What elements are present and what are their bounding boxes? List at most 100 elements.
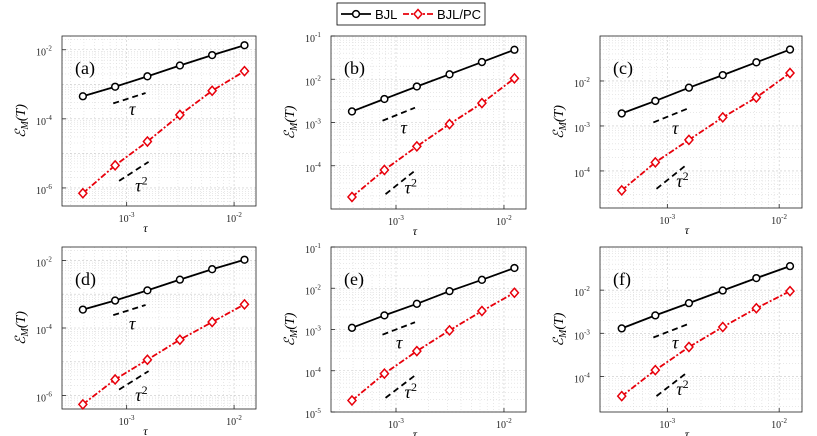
data-point-BJL/PC (444, 324, 455, 337)
y-axis-label: ℰM(T) (552, 312, 569, 346)
data-point-BJL/PC (476, 305, 487, 317)
data-point-BJL/PC (476, 97, 487, 109)
series-line-BJL/PC (82, 70, 245, 194)
legend-marker-diamond (412, 8, 424, 20)
reference-line-2 (655, 371, 688, 397)
data-point-BJL (718, 70, 727, 80)
data-point-BJL/PC (444, 118, 455, 130)
data-point-BJL (785, 45, 795, 54)
series-line-BJL (82, 44, 245, 98)
data-point-BJL (651, 96, 660, 106)
data-point-BJL (510, 45, 519, 54)
data-point-BJL/PC (616, 390, 627, 402)
data-point-BJL (684, 83, 694, 92)
data-point-BJL/PC (616, 184, 627, 196)
x-tick-label: 10-3 (119, 414, 135, 428)
data-point-BJL/PC (346, 394, 357, 407)
x-tick-label: 10-2 (496, 214, 512, 228)
data-point-BJL (445, 70, 454, 79)
y-tick-label: 10-5 (305, 407, 321, 421)
data-point-BJL (510, 263, 519, 273)
x-axis-label: τ (143, 424, 148, 436)
y-tick-label: 10-2 (574, 76, 590, 90)
reference-line-1 (112, 92, 146, 105)
panel-b: 10-3 10-2 10-4 10-3 10-2 10-1 τ ℰM(T) (b) τ τ2 (283, 31, 527, 238)
x-axis-label: τ (413, 224, 418, 238)
x-axis-label: τ (413, 427, 418, 436)
data-point-BJL/PC (751, 91, 762, 104)
reference-label-2: τ2 (676, 377, 688, 399)
data-point-BJL/PC (650, 156, 661, 169)
data-point-BJL (684, 298, 694, 308)
y-tick-label: 10-4 (36, 323, 52, 337)
reference-line-2 (118, 161, 150, 182)
panel-f: 10-3 10-2 10-4 10-3 10-2 τ ℰM(T) (f) τ τ2 (552, 246, 803, 436)
legend-label-1: BJL/PC (437, 7, 481, 22)
data-point-BJL (110, 82, 120, 91)
x-axis-label: τ (685, 223, 690, 237)
reference-label-1: τ (672, 332, 679, 352)
data-point-BJL (208, 265, 217, 274)
reference-line-1 (653, 323, 688, 339)
y-tick-label: 10-2 (305, 74, 321, 88)
y-tick-label: 10-2 (305, 283, 321, 297)
reference-label-1: τ (400, 118, 407, 138)
series-line-BJL (621, 265, 791, 330)
data-point-BJL (143, 286, 152, 295)
reference-label-2: τ2 (405, 380, 417, 402)
axes-box (61, 35, 257, 207)
reference-label-2: τ2 (405, 175, 417, 197)
reference-label-2: τ2 (676, 169, 688, 191)
panel-e: 10-3 10-2 10-5 10-4 10-3 10-2 10-1 τ ℰM(T) (e) τ τ2 (283, 242, 527, 436)
reference-label-1: τ (672, 118, 679, 138)
data-point-BJL/PC (207, 316, 218, 328)
reference-line-2 (384, 374, 416, 399)
data-point-BJL/PC (379, 368, 390, 380)
y-tick-label: 10-2 (36, 255, 52, 269)
panel-label: (d) (75, 269, 96, 290)
data-point-BJL/PC (411, 140, 422, 153)
panel-label: (c) (613, 58, 633, 79)
x-tick-label: 10-2 (771, 417, 787, 431)
data-point-BJL/PC (346, 191, 357, 203)
y-tick-label: 10-3 (574, 328, 590, 342)
data-point-BJL (477, 57, 487, 67)
reference-label-1: τ (129, 99, 136, 119)
data-point-BJL (110, 296, 120, 305)
x-tick-label: 10-3 (659, 213, 675, 227)
data-point-BJL (752, 58, 761, 67)
data-point-BJL/PC (207, 85, 218, 97)
data-point-BJL/PC (77, 187, 88, 199)
y-tick-label: 10-4 (574, 371, 590, 385)
data-point-BJL/PC (509, 72, 520, 84)
data-point-BJL/PC (785, 285, 796, 297)
data-point-BJL (651, 311, 660, 320)
panel-c: 10-3 10-2 10-4 10-3 10-2 τ ℰM(T) (c) τ τ2 (552, 35, 803, 237)
data-point-BJL/PC (142, 354, 153, 366)
legend-label-0: BJL (375, 7, 397, 22)
y-axis-label: ℰM(T) (14, 104, 31, 138)
reference-line-2 (655, 163, 688, 190)
panel-label: (f) (613, 269, 631, 290)
data-point-BJL (752, 273, 761, 283)
data-point-BJL (143, 72, 152, 81)
panel-label: (a) (75, 58, 95, 79)
data-point-BJL/PC (751, 302, 762, 314)
series-line-BJL/PC (82, 303, 245, 406)
x-tick-label: 10-3 (388, 214, 404, 228)
reference-label-2: τ2 (135, 383, 147, 405)
data-point-BJL (412, 82, 422, 91)
x-tick-label: 10-3 (119, 211, 135, 225)
data-point-BJL/PC (77, 398, 88, 410)
data-point-BJL/PC (379, 164, 390, 176)
grid (600, 35, 802, 208)
data-point-BJL/PC (717, 111, 728, 124)
data-point-BJL (380, 311, 389, 320)
data-point-BJL (785, 261, 795, 271)
x-tick-label: 10-3 (388, 417, 404, 431)
x-axis-label: τ (143, 221, 148, 235)
axes-box (599, 35, 803, 209)
legend-marker-circle (351, 9, 361, 19)
data-point-BJL/PC (509, 287, 520, 299)
